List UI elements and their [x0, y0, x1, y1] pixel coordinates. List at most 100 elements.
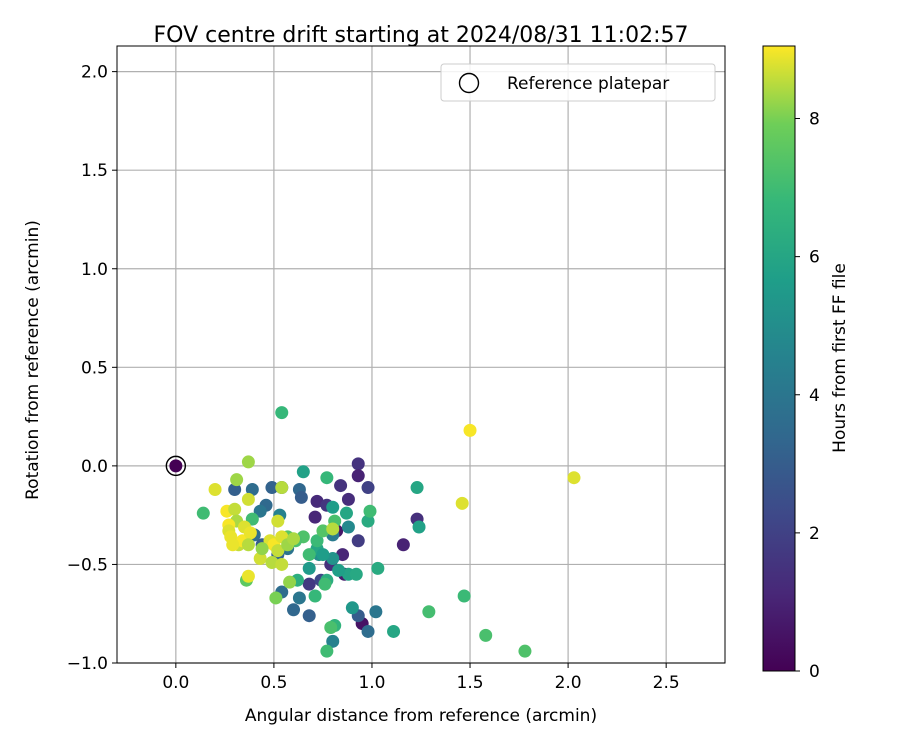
data-point: [292, 591, 306, 605]
data-point: [310, 494, 324, 508]
y-axis-ticks: −1.0 −0.5 0.0 0.5 1.0 1.5 2.0: [67, 63, 117, 674]
data-point: [567, 471, 581, 485]
data-point: [302, 548, 316, 562]
data-point: [361, 624, 375, 638]
y-tick-label: 2.0: [81, 63, 108, 83]
data-point: [265, 555, 279, 569]
data-point: [243, 526, 257, 540]
y-tick-label: −0.5: [67, 555, 108, 575]
x-axis-label: Angular distance from reference (arcmin): [245, 706, 597, 726]
data-point: [326, 552, 340, 566]
data-point: [294, 490, 308, 504]
colorbar-label: Hours from first FF file: [830, 263, 850, 453]
reference-platepar-marker: [165, 455, 187, 477]
data-point: [287, 603, 301, 617]
legend-box: [440, 63, 716, 102]
grid-lines: [117, 46, 725, 664]
data-point: [479, 628, 493, 642]
x-tick-label: 0.5: [260, 673, 287, 693]
data-point: [326, 522, 340, 536]
y-tick-label: 0.0: [81, 457, 108, 477]
data-point: [341, 520, 355, 534]
x-tick-label: 2.5: [653, 673, 680, 693]
data-point: [253, 552, 267, 566]
data-point: [271, 544, 285, 558]
data-point: [463, 423, 477, 437]
colorbar-tick-label: 2: [809, 524, 820, 544]
x-axis-ticks: 0.0 0.5 1.0 1.5 2.0 2.5: [162, 663, 680, 693]
chart-title: FOV centre drift starting at 2024/08/31 …: [154, 23, 689, 48]
data-points: [165, 406, 581, 658]
data-point: [245, 483, 259, 497]
data-point: [302, 561, 316, 575]
data-point: [255, 542, 269, 556]
data-point: [345, 601, 359, 615]
data-point: [241, 492, 255, 506]
data-point: [455, 496, 469, 510]
x-tick-label: 1.0: [358, 673, 385, 693]
data-point: [275, 557, 289, 571]
colorbar-gradient: [762, 45, 796, 672]
data-point: [326, 500, 340, 514]
colorbar-tick-label: 6: [809, 248, 820, 268]
x-tick-label: 0.0: [162, 673, 189, 693]
x-tick-label: 1.5: [457, 673, 484, 693]
x-tick-label: 2.0: [555, 673, 582, 693]
data-point: [324, 621, 338, 635]
data-point: [369, 605, 383, 619]
y-tick-label: 0.5: [81, 358, 108, 378]
data-point: [230, 473, 244, 487]
reference-platepar-point: [169, 459, 183, 473]
legend-marker-icon: [458, 72, 480, 94]
data-point: [287, 532, 301, 546]
data-point: [351, 457, 365, 471]
data-point: [396, 538, 410, 552]
legend: Reference platepar: [440, 63, 716, 102]
data-point: [371, 561, 385, 575]
data-point: [339, 506, 353, 520]
data-point: [316, 524, 330, 538]
data-point: [351, 469, 365, 483]
data-point: [310, 534, 324, 548]
colorbar-tick-label: 4: [809, 386, 820, 406]
y-tick-label: 1.0: [81, 260, 108, 280]
data-point: [361, 514, 375, 528]
data-point: [265, 481, 279, 495]
data-point: [241, 569, 255, 583]
data-point: [241, 455, 255, 469]
data-point: [296, 465, 310, 479]
data-point: [245, 512, 259, 526]
data-point: [308, 589, 322, 603]
data-point: [228, 483, 242, 497]
data-point: [351, 534, 365, 548]
data-point: [349, 567, 363, 581]
data-point: [226, 538, 240, 552]
data-point: [208, 483, 222, 497]
data-point: [269, 591, 283, 605]
data-point: [412, 520, 426, 534]
data-point: [275, 406, 289, 420]
plot-frame: [116, 45, 726, 664]
data-point: [316, 548, 330, 562]
data-point: [318, 577, 332, 591]
data-point: [387, 624, 401, 638]
data-point: [283, 575, 297, 589]
data-point: [302, 609, 316, 623]
data-point: [457, 589, 471, 603]
data-point: [341, 492, 355, 506]
colorbar-ticks: 0 2 4 6 8: [795, 110, 820, 682]
data-point: [332, 563, 346, 577]
data-point: [253, 504, 267, 518]
data-point: [275, 481, 289, 495]
data-point: [334, 479, 348, 493]
legend-entry-reference-platepar: Reference platepar: [507, 74, 669, 94]
y-tick-label: 1.5: [81, 161, 108, 181]
data-point: [518, 644, 532, 658]
data-point: [228, 502, 242, 516]
data-point: [363, 504, 377, 518]
colorbar-tick-label: 8: [809, 110, 820, 130]
colorbar: 0 2 4 6 8 Hours from first FF file: [762, 45, 850, 682]
data-point: [422, 605, 436, 619]
data-point: [410, 481, 424, 495]
